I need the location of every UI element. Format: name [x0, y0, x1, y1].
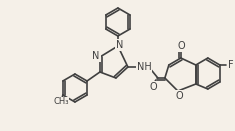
Text: O: O [175, 91, 183, 101]
Text: CH₃: CH₃ [53, 97, 69, 107]
Text: N: N [92, 51, 100, 61]
Text: O: O [149, 82, 157, 92]
Text: O: O [177, 41, 185, 51]
Text: F: F [228, 60, 233, 70]
Text: NH: NH [137, 62, 151, 72]
Text: N: N [116, 40, 124, 50]
